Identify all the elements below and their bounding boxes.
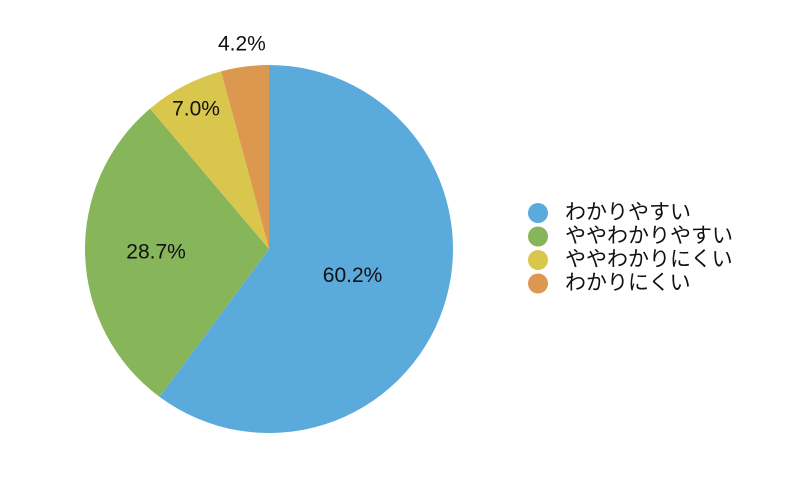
legend-marker-1: [528, 226, 548, 247]
data-label-1: 28.7%: [126, 240, 186, 263]
pie-slice-3: [221, 65, 269, 249]
pie-slice-1: [85, 108, 269, 397]
legend-marker-3: [528, 273, 548, 294]
data-label-3: 4.2%: [218, 32, 266, 55]
legend-label-0: わかりやすい: [565, 200, 691, 224]
legend-label-3: わかりにくい: [565, 271, 691, 295]
legend-label-2: ややわかりにくい: [565, 247, 733, 271]
pie-slice-2: [150, 71, 269, 249]
legend-label-1: ややわかりやすい: [565, 224, 733, 248]
legend-marker-2: [528, 250, 548, 270]
legend-marker-0: [528, 203, 548, 223]
data-label-0: 60.2%: [323, 264, 383, 287]
pie-slice-0: [159, 65, 454, 433]
data-label-2: 7.0%: [172, 98, 220, 121]
